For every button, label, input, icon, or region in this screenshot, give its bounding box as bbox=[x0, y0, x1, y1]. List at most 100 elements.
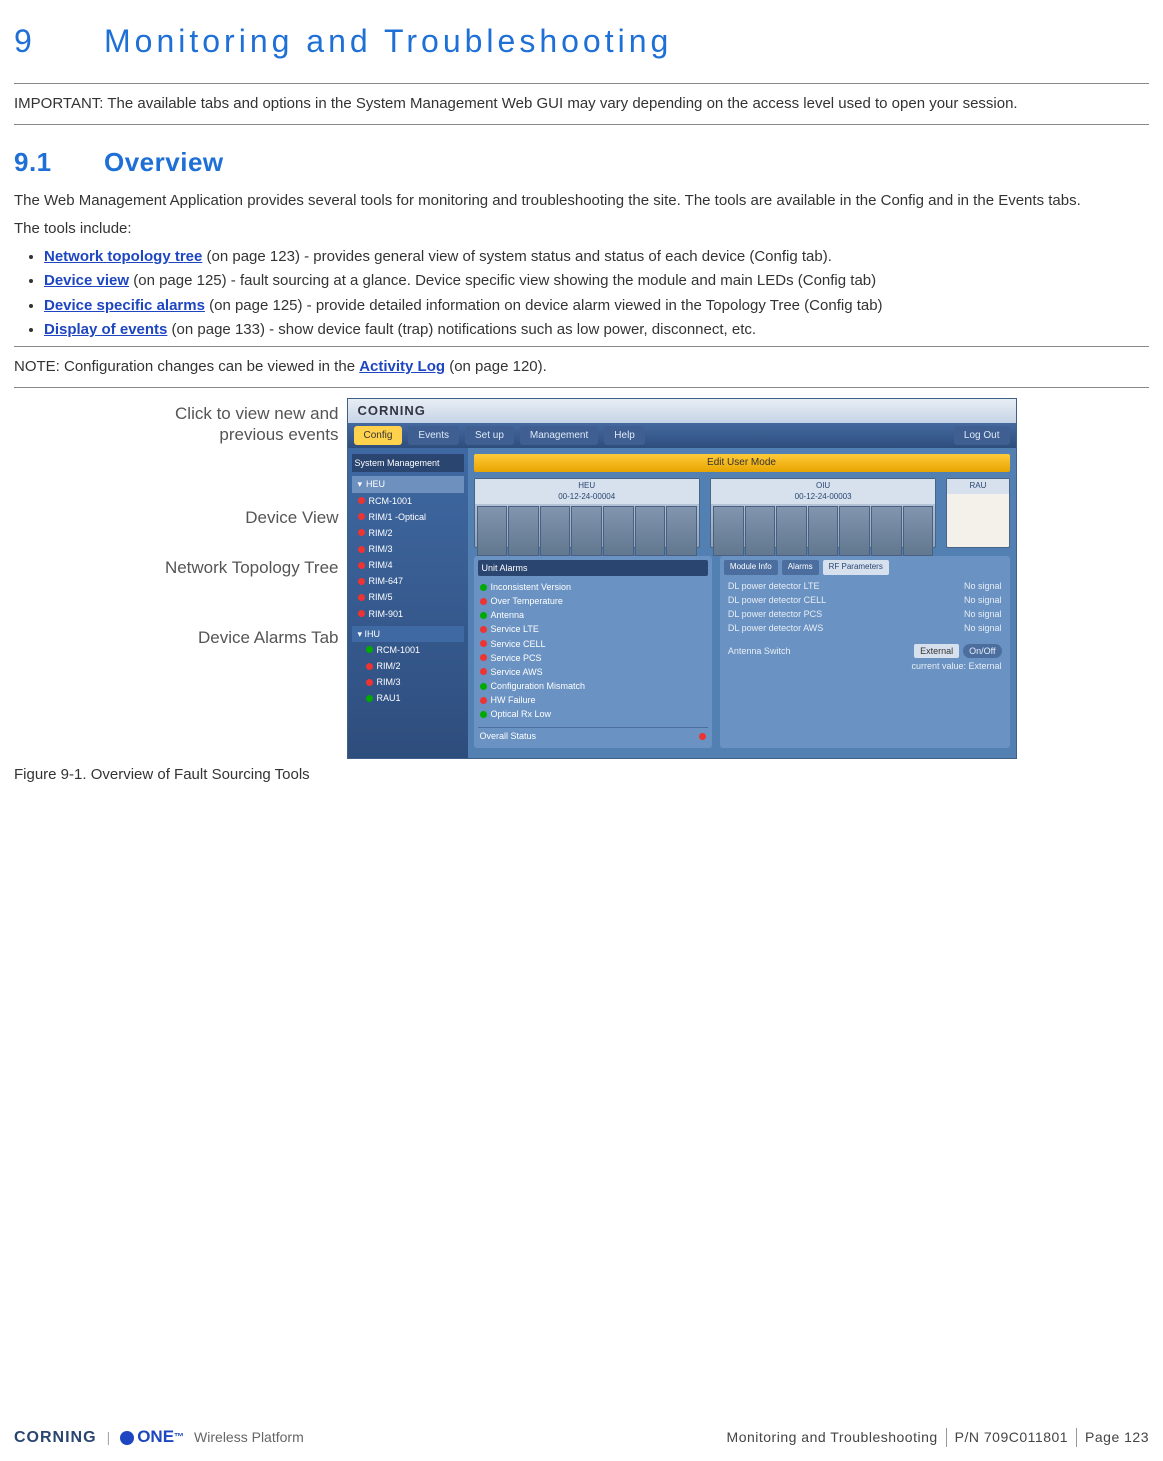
link-device-alarms[interactable]: Device specific alarms bbox=[44, 297, 205, 314]
param-val: No signal bbox=[964, 608, 1002, 620]
screenshot-mock: CORNING Config Events Set up Management … bbox=[347, 398, 1017, 759]
alarm-row: Inconsistent Version bbox=[478, 580, 708, 594]
device-oiu[interactable]: OIU00-12-24-00003 bbox=[710, 478, 936, 548]
tree-item[interactable]: RCM-1001 bbox=[352, 642, 464, 658]
alarm-label: HW Failure bbox=[491, 694, 536, 706]
divider bbox=[14, 83, 1149, 84]
led-icon bbox=[480, 598, 487, 605]
alarm-row: Optical Rx Low bbox=[478, 707, 708, 721]
callout-alarms: Device Alarms Tab bbox=[198, 628, 338, 648]
device-view-row: HEU 00-12-24-00004 OIU00-12-24-00003 RAU bbox=[474, 478, 1010, 548]
logout-button[interactable]: Log Out bbox=[954, 426, 1010, 446]
antenna-dropdown[interactable]: External bbox=[914, 644, 959, 658]
device-title: HEU bbox=[578, 481, 595, 490]
led-icon bbox=[480, 612, 487, 619]
panel-tab-rf[interactable]: RF Parameters bbox=[823, 560, 889, 575]
param-row: DL power detector LTENo signal bbox=[724, 579, 1006, 593]
param-key: DL power detector PCS bbox=[728, 608, 822, 620]
antenna-toggle[interactable]: On/Off bbox=[963, 644, 1001, 658]
tree-root-label: HEU bbox=[366, 478, 385, 490]
tree-item[interactable]: RCM-1001 bbox=[352, 493, 464, 509]
tree-item[interactable]: RIM/4 bbox=[352, 557, 464, 573]
tree-item[interactable]: RAU1 bbox=[352, 690, 464, 706]
device-title: RAU bbox=[947, 479, 1008, 494]
link-activity-log[interactable]: Activity Log bbox=[359, 358, 445, 375]
link-events[interactable]: Display of events bbox=[44, 321, 167, 338]
led-icon bbox=[366, 646, 373, 653]
led-icon bbox=[366, 679, 373, 686]
tree-item[interactable]: RIM-901 bbox=[352, 606, 464, 622]
mode-bar: Edit User Mode bbox=[474, 454, 1010, 472]
tree-item[interactable]: RIM/3 bbox=[352, 674, 464, 690]
device-rau[interactable]: RAU bbox=[946, 478, 1009, 548]
panel-tab-module[interactable]: Module Info bbox=[724, 560, 778, 575]
tab-help[interactable]: Help bbox=[604, 426, 645, 446]
divider bbox=[14, 387, 1149, 388]
topology-tree[interactable]: System Management ▾ HEU RCM-1001RIM/1 -O… bbox=[348, 448, 468, 758]
tree-branch[interactable]: ▾ IHU bbox=[352, 626, 464, 642]
tree-root[interactable]: ▾ HEU bbox=[352, 476, 464, 492]
chapter-number: 9 bbox=[14, 20, 104, 63]
led-icon bbox=[358, 497, 365, 504]
alarm-row: Service CELL bbox=[478, 637, 708, 651]
tree-item[interactable]: RIM/2 bbox=[352, 525, 464, 541]
param-row: DL power detector PCS No signal bbox=[724, 607, 1006, 621]
ей: ONE bbox=[137, 1426, 174, 1449]
tree-item-label: RIM/4 bbox=[369, 559, 393, 571]
tab-config[interactable]: Config bbox=[354, 426, 403, 446]
alarm-label: Over Temperature bbox=[491, 595, 563, 607]
tab-setup[interactable]: Set up bbox=[465, 426, 514, 446]
led-icon bbox=[358, 578, 365, 585]
note: NOTE: Configuration changes can be viewe… bbox=[14, 353, 1149, 381]
tree-item-label: RIM/2 bbox=[377, 660, 401, 672]
tree-item-label: RAU1 bbox=[377, 692, 401, 704]
led-icon bbox=[366, 695, 373, 702]
tree-item[interactable]: RIM/1 -Optical bbox=[352, 509, 464, 525]
panel-tab-alarms[interactable]: Alarms bbox=[782, 560, 819, 575]
app-logo: CORNING bbox=[348, 399, 1016, 423]
tree-item-label: RCM-1001 bbox=[369, 495, 413, 507]
section-title: Overview bbox=[104, 145, 224, 180]
led-icon bbox=[480, 640, 487, 647]
alarm-label: Inconsistent Version bbox=[491, 581, 572, 593]
alarm-row: HW Failure bbox=[478, 693, 708, 707]
main-area: Edit User Mode HEU 00-12-24-00004 OIU00-1… bbox=[468, 448, 1016, 758]
link-device-view[interactable]: Device view bbox=[44, 272, 129, 289]
divider bbox=[14, 346, 1149, 347]
device-title: OIU bbox=[816, 481, 830, 490]
led-icon bbox=[480, 711, 487, 718]
led-icon bbox=[480, 626, 487, 633]
tree-item-label: RIM/2 bbox=[369, 527, 393, 539]
led-icon bbox=[358, 546, 365, 553]
alarm-row: Service AWS bbox=[478, 665, 708, 679]
callout-device-view: Device View bbox=[245, 508, 338, 528]
chapter-title: Monitoring and Troubleshooting bbox=[104, 20, 672, 63]
device-heu[interactable]: HEU 00-12-24-00004 bbox=[474, 478, 700, 548]
antenna-current: current value: External bbox=[911, 660, 1001, 672]
led-icon bbox=[480, 584, 487, 591]
tree-item[interactable]: RIM/5 bbox=[352, 589, 464, 605]
tree-item[interactable]: RIM/2 bbox=[352, 658, 464, 674]
alarm-label: Antenna bbox=[491, 609, 525, 621]
alarm-row: Over Temperature bbox=[478, 594, 708, 608]
list-item-text: (on page 125) - provide detailed informa… bbox=[205, 297, 883, 314]
tab-management[interactable]: Management bbox=[520, 426, 598, 446]
param-row: DL power detector CELLNo signal bbox=[724, 593, 1006, 607]
figure-caption: Figure 9-1. Overview of Fault Sourcing T… bbox=[14, 765, 1149, 785]
device-sub: 00-12-24-00004 bbox=[558, 492, 615, 501]
led-icon bbox=[358, 562, 365, 569]
led-icon bbox=[699, 733, 706, 740]
footer-page: Page 123 bbox=[1076, 1428, 1149, 1447]
tree-item[interactable]: RIM/3 bbox=[352, 541, 464, 557]
alarm-label: Service AWS bbox=[491, 666, 543, 678]
callout-column: Click to view new and previous events De… bbox=[147, 398, 347, 759]
tree-item[interactable]: RIM-647 bbox=[352, 573, 464, 589]
section-number: 9.1 bbox=[14, 145, 104, 180]
list-item: Network topology tree (on page 123) - pr… bbox=[44, 247, 1149, 267]
link-topology[interactable]: Network topology tree bbox=[44, 248, 202, 265]
tab-events[interactable]: Events bbox=[408, 426, 459, 446]
alarm-row: Antenna bbox=[478, 608, 708, 622]
callout-events: Click to view new and previous events bbox=[147, 404, 339, 445]
footer-one-logo: ONE™ bbox=[120, 1426, 184, 1449]
intro-lead: The tools include: bbox=[14, 219, 1149, 239]
